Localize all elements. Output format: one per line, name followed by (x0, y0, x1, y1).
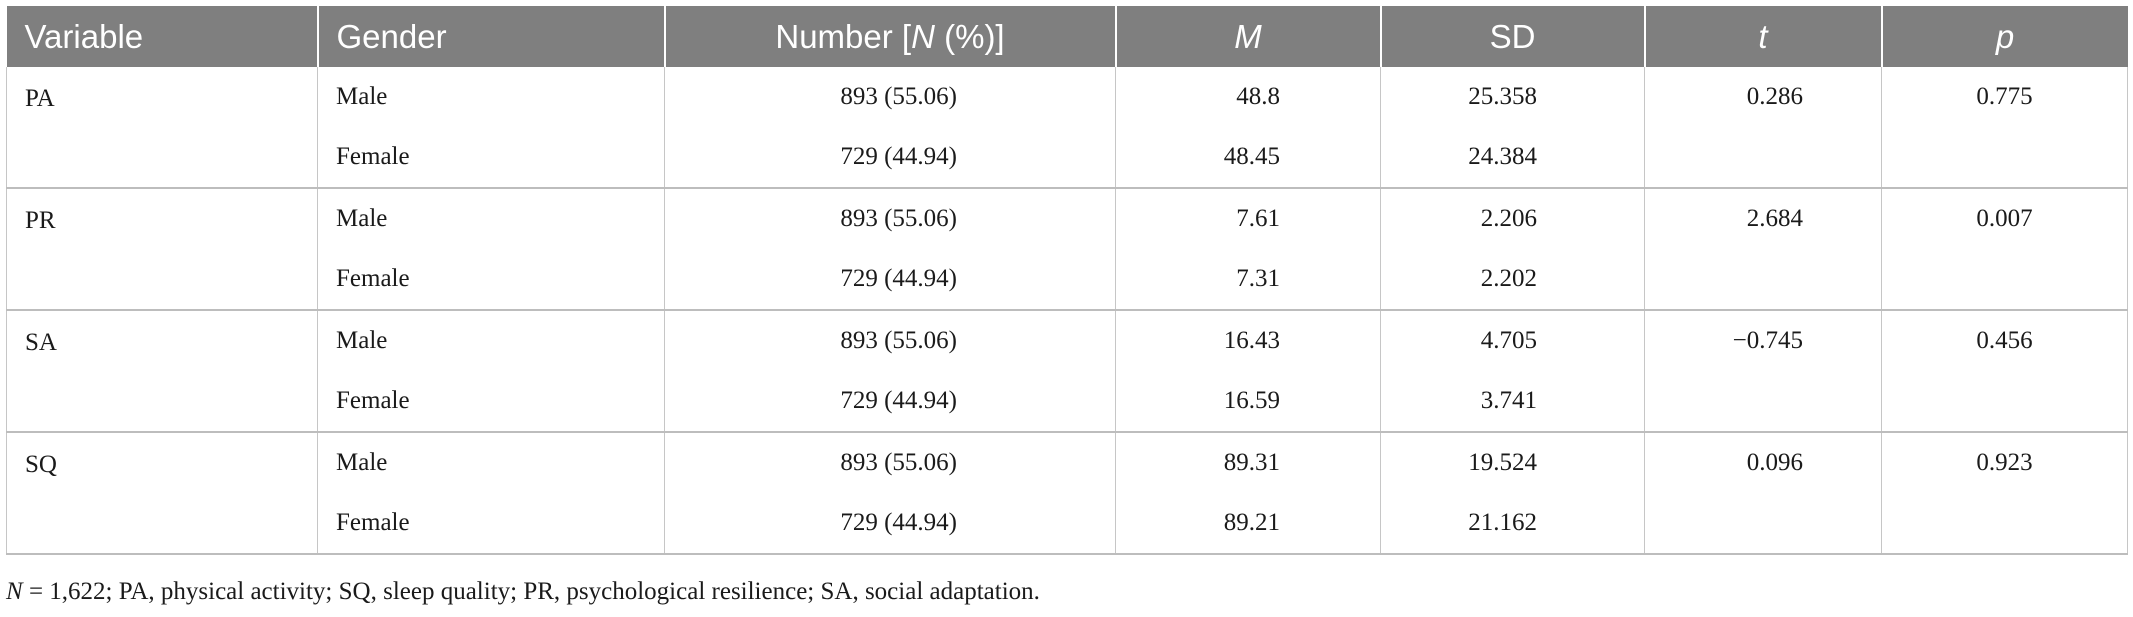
t-cell (1644, 371, 1882, 433)
number-cell: 729 (44.94) (664, 371, 1116, 433)
header-sd: SD (1379, 6, 1645, 67)
header-gender: Gender (316, 6, 665, 67)
mean-cell: 16.59 (1115, 371, 1381, 433)
p-cell (1881, 493, 2128, 555)
header-number-suffix: (%)] (934, 17, 1005, 55)
number-cell: 729 (44.94) (664, 127, 1116, 189)
gender-cell: Male (317, 67, 665, 127)
table-row: PA Male 893 (55.06) 48.8 25.358 0.286 0.… (6, 67, 2128, 189)
t-cell (1644, 249, 1882, 311)
header-number-prefix: Number [ (775, 17, 912, 55)
t-cell (1644, 127, 1882, 189)
gender-cell: Male (317, 310, 665, 371)
t-cell: 0.096 (1644, 432, 1882, 493)
table-row: Female 729 (44.94) 7.31 2.202 (7, 249, 2128, 311)
variable-cell: SA (6, 310, 318, 433)
p-cell: 0.775 (1881, 67, 2128, 127)
header-m-label: M (1234, 17, 1262, 55)
number-cell: 893 (55.06) (664, 67, 1116, 127)
gender-cell: Female (317, 127, 665, 189)
mean-cell: 89.31 (1115, 432, 1381, 493)
gender-cell: Female (317, 249, 665, 311)
p-cell: 0.923 (1881, 432, 2128, 493)
sd-cell: 2.206 (1380, 188, 1645, 249)
mean-cell: 16.43 (1115, 310, 1381, 371)
header-p: p (1880, 6, 2128, 67)
header-number: Number [N (%)] (663, 6, 1116, 67)
number-cell: 893 (55.06) (664, 432, 1116, 493)
t-cell: 0.286 (1644, 67, 1882, 127)
sd-cell: 3.741 (1380, 371, 1645, 433)
footnote-n: N (6, 578, 23, 605)
mean-cell: 89.21 (1115, 493, 1381, 555)
sd-cell: 25.358 (1380, 67, 1645, 127)
table-row: Female 729 (44.94) 16.59 3.741 (7, 371, 2128, 433)
mean-cell: 48.45 (1115, 127, 1381, 189)
variable-cell: SQ (6, 432, 318, 555)
p-cell (1881, 127, 2128, 189)
header-t-label: t (1758, 17, 1768, 55)
sd-cell: 4.705 (1380, 310, 1645, 371)
header-variable: Variable (6, 6, 318, 67)
mean-cell: 48.8 (1115, 67, 1381, 127)
t-cell: −0.745 (1644, 310, 1882, 371)
footnote-text: = 1,622; PA, physical activity; SQ, slee… (22, 578, 1040, 605)
p-cell (1881, 249, 2128, 311)
sd-cell: 21.162 (1380, 493, 1645, 555)
sd-cell: 2.202 (1380, 249, 1645, 311)
number-cell: 729 (44.94) (664, 493, 1116, 555)
number-cell: 893 (55.06) (664, 188, 1116, 249)
header-t: t (1643, 6, 1882, 67)
variable-cell: PA (6, 67, 318, 189)
mean-cell: 7.61 (1115, 188, 1381, 249)
table-row: SQ Male 893 (55.06) 89.31 19.524 0.096 0… (6, 432, 2128, 555)
number-cell: 729 (44.94) (664, 249, 1116, 311)
variable-cell: PR (6, 188, 318, 311)
header-m: M (1114, 6, 1381, 67)
table-row: Female 729 (44.94) 89.21 21.162 (7, 493, 2128, 555)
t-cell (1644, 493, 1882, 555)
gender-comparison-table: Variable Gender Number [N (%)] M SD t p … (6, 6, 2128, 555)
gender-cell: Female (317, 493, 665, 555)
p-cell (1881, 371, 2128, 433)
header-number-n: N (911, 17, 935, 55)
sd-cell: 19.524 (1380, 432, 1645, 493)
mean-cell: 7.31 (1115, 249, 1381, 311)
table-footnote: N = 1,622; PA, physical activity; SQ, sl… (6, 578, 1040, 606)
table-row: SA Male 893 (55.06) 16.43 4.705 −0.745 0… (6, 310, 2128, 433)
header-p-label: p (1995, 17, 2015, 55)
gender-cell: Female (317, 371, 665, 433)
table-row: Female 729 (44.94) 48.45 24.384 (7, 127, 2128, 189)
p-cell: 0.456 (1881, 310, 2128, 371)
gender-cell: Male (317, 188, 665, 249)
table-row: PR Male 893 (55.06) 7.61 2.206 2.684 0.0… (6, 188, 2128, 311)
header-row: Variable Gender Number [N (%)] M SD t p (6, 6, 2128, 67)
gender-cell: Male (317, 432, 665, 493)
sd-cell: 24.384 (1380, 127, 1645, 189)
table-container: Variable Gender Number [N (%)] M SD t p … (6, 6, 2128, 555)
p-cell: 0.007 (1881, 188, 2128, 249)
t-cell: 2.684 (1644, 188, 1882, 249)
number-cell: 893 (55.06) (664, 310, 1116, 371)
